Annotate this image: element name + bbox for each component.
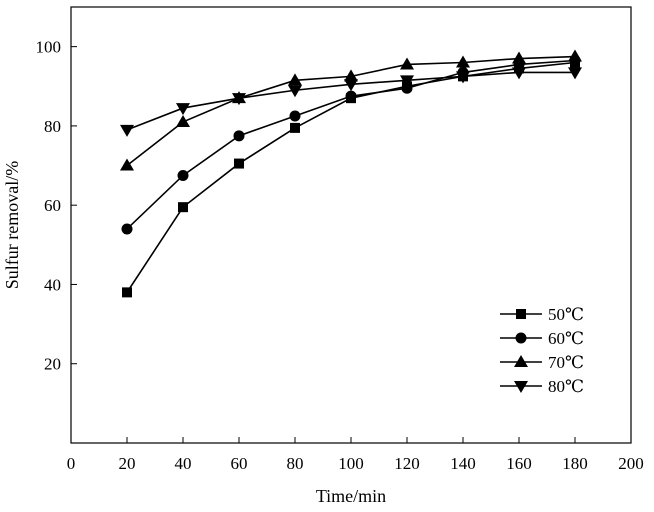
legend-item: 50℃	[500, 305, 584, 324]
legend: 50℃ 60℃ 70℃ 80℃	[500, 305, 584, 396]
x-axis-title: Time/min	[316, 486, 386, 506]
data-point	[456, 71, 470, 84]
x-tick-label: 100	[338, 454, 364, 473]
data-point	[456, 55, 470, 68]
x-tick-label: 60	[231, 454, 248, 473]
y-tick-label: 60	[44, 196, 61, 215]
x-axis: 0 20 40 60 80 100 120 140 160 180 200	[67, 437, 644, 473]
data-point	[345, 90, 357, 102]
data-point	[122, 287, 132, 298]
data-point	[288, 73, 302, 86]
y-tick-label: 80	[44, 117, 61, 136]
data-point	[178, 202, 188, 213]
data-point	[512, 67, 526, 80]
data-point	[400, 57, 414, 70]
x-tick-label: 160	[506, 454, 532, 473]
legend-label: 60℃	[548, 329, 584, 348]
y-tick-label: 100	[36, 38, 62, 57]
data-point	[401, 82, 413, 94]
x-tick-label: 140	[450, 454, 476, 473]
data-point	[289, 110, 301, 122]
legend-marker	[515, 332, 527, 344]
data-point	[121, 223, 133, 235]
legend-marker	[514, 355, 528, 367]
data-point	[177, 169, 189, 181]
legend-label: 80℃	[548, 377, 584, 396]
data-point	[568, 67, 582, 80]
data-point	[288, 85, 302, 98]
legend-label: 50℃	[548, 305, 584, 324]
series-3	[120, 49, 582, 171]
data-point	[234, 158, 244, 169]
x-tick-label: 80	[287, 454, 304, 473]
data-point	[120, 124, 134, 137]
y-tick-label: 20	[44, 355, 61, 374]
x-tick-label: 0	[67, 454, 76, 473]
x-tick-label: 200	[618, 454, 644, 473]
data-point	[120, 158, 134, 171]
data-point	[344, 69, 358, 82]
legend-item: 80℃	[500, 377, 584, 396]
data-point	[232, 93, 246, 106]
data-point	[344, 79, 358, 92]
x-tick-label: 20	[119, 454, 136, 473]
legend-item: 70℃	[500, 353, 584, 372]
legend-marker	[514, 381, 528, 393]
series-layer	[120, 49, 582, 298]
data-point	[400, 75, 414, 88]
x-tick-label: 40	[175, 454, 192, 473]
legend-item: 60℃	[500, 329, 584, 348]
y-axis-title: Sulfur removal/%	[2, 161, 22, 289]
data-point	[290, 122, 300, 133]
data-point	[512, 51, 526, 64]
x-tick-label: 180	[562, 454, 588, 473]
data-point	[233, 130, 245, 142]
y-axis: 20 40 60 80 100	[36, 38, 77, 374]
y-tick-label: 40	[44, 275, 61, 294]
x-tick-label: 120	[394, 454, 420, 473]
data-point	[568, 49, 582, 62]
data-point	[176, 114, 190, 127]
data-point	[176, 103, 190, 116]
series-4	[120, 67, 582, 137]
legend-marker	[516, 309, 526, 319]
legend-label: 70℃	[548, 353, 584, 372]
